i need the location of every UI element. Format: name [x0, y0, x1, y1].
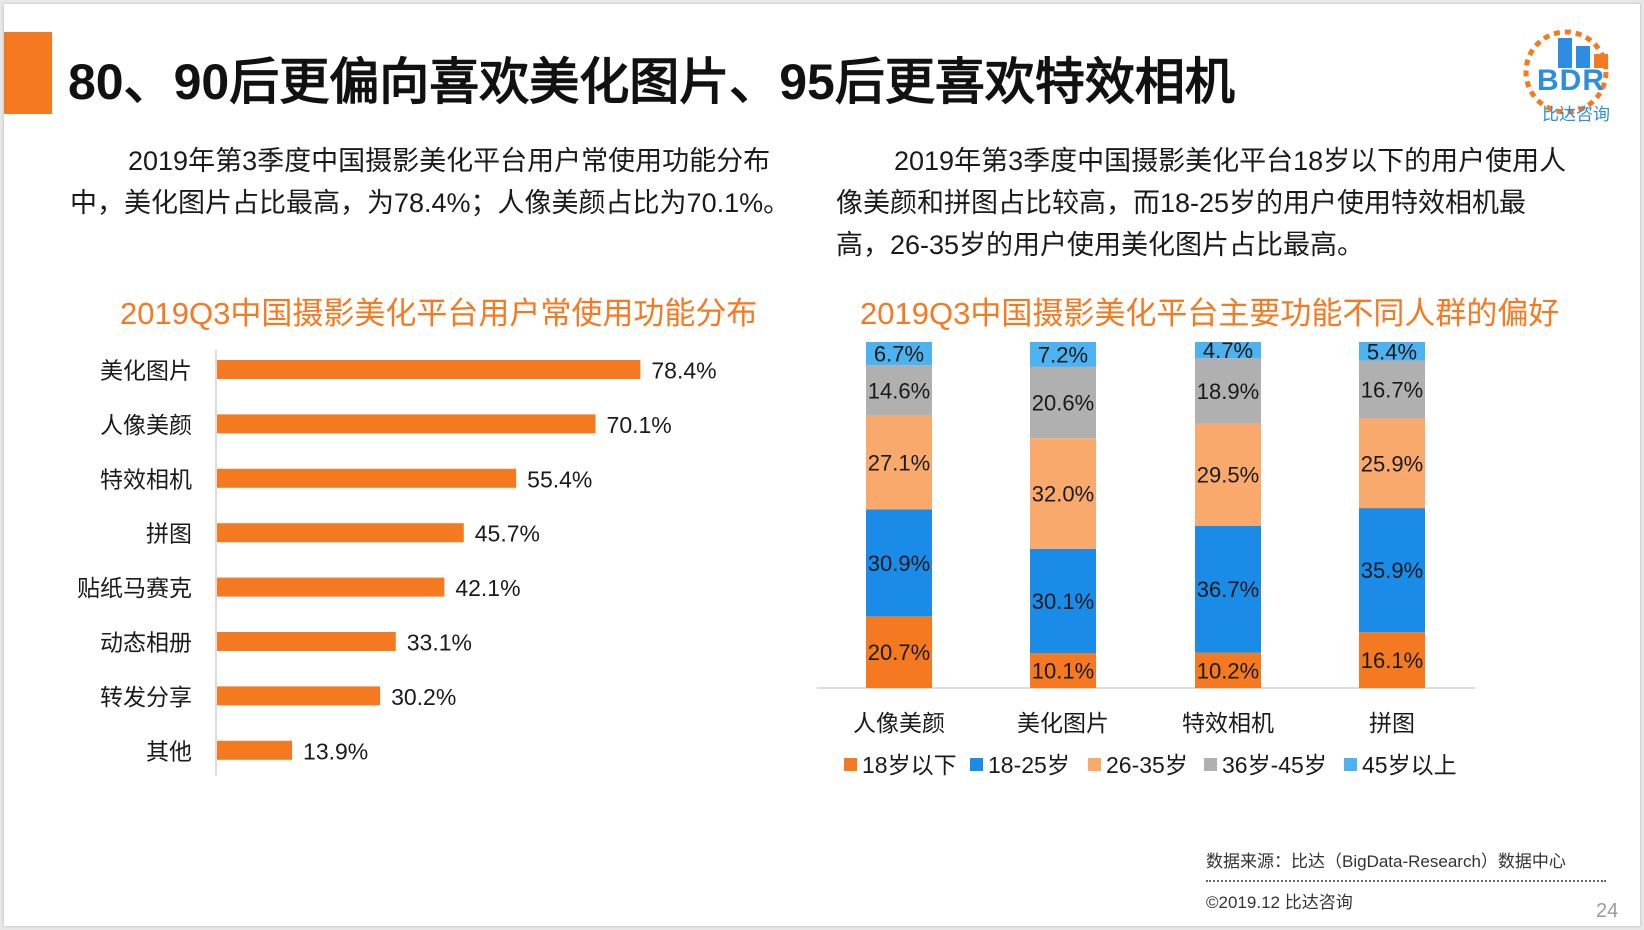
- bar-1: [217, 360, 641, 379]
- page-number: 24: [1596, 900, 1619, 922]
- bar-value-label: 70.1%: [607, 412, 672, 438]
- stack-category-label: 人像美颜: [853, 710, 945, 736]
- slide: 80、90后更偏向喜欢美化图片、95后更喜欢特效相机 BDR 比达咨询 2019…: [4, 4, 1640, 926]
- bar-category-label: 拼图: [146, 521, 192, 547]
- bar-category-label: 贴纸马赛克: [77, 575, 192, 601]
- stack-segment: [1195, 525, 1261, 653]
- logo-text: BDR: [1537, 64, 1605, 97]
- stack-segment: [1195, 358, 1261, 424]
- stack-value-label: 16.1%: [1361, 648, 1423, 673]
- stack-segment: [866, 342, 932, 366]
- bar-2: [217, 414, 596, 434]
- stack-segment: [1030, 653, 1096, 688]
- bar-5: [217, 577, 445, 597]
- stack-value-label: 35.9%: [1361, 558, 1423, 583]
- bar-category-label: 人像美颜: [100, 412, 192, 438]
- bdr-logo-icon: [1523, 29, 1609, 115]
- stack-segment: [1030, 342, 1096, 367]
- bar-category-label: 动态相册: [100, 630, 192, 656]
- bar-category-label: 特效相机: [100, 466, 192, 492]
- legend-label: 45岁以上: [1362, 752, 1457, 778]
- stack-category-label: 特效相机: [1182, 710, 1274, 736]
- stack-value-label: 30.9%: [868, 551, 930, 576]
- bar-value-label: 55.4%: [527, 466, 592, 492]
- stack-value-label: 18.9%: [1197, 379, 1259, 404]
- logo-subtitle: 比达咨询: [1542, 105, 1610, 124]
- legend-swatch: [844, 758, 857, 771]
- stack-value-label: 32.0%: [1032, 482, 1094, 507]
- bar-3: [217, 468, 517, 488]
- bar-chart-title: 2019Q3中国摄影美化平台用户常使用功能分布: [120, 296, 758, 331]
- data-source: 数据来源：比达（BigData-Research）数据中心: [1206, 852, 1566, 871]
- stack-value-label: 14.6%: [868, 378, 930, 403]
- bar-value-label: 33.1%: [407, 630, 472, 656]
- legend-label: 36岁-45岁: [1222, 752, 1327, 778]
- stack-value-label: 30.1%: [1032, 589, 1094, 614]
- stack-segment: [1359, 360, 1425, 419]
- stack-value-label: 20.6%: [1032, 391, 1094, 416]
- copyright: ©2019.12 比达咨询: [1206, 893, 1353, 912]
- page-title: 80、90后更偏向喜欢美化图片、95后更喜欢特效相机: [68, 54, 1235, 110]
- footer-divider: [1206, 880, 1606, 882]
- stack-value-label: 16.7%: [1361, 378, 1423, 403]
- stack-segment: [1359, 632, 1425, 688]
- description-right: 2019年第3季度中国摄影美化平台18岁以下的用户使用人像美颜和拼图占比较高，而…: [836, 146, 1567, 260]
- stack-segment: [1359, 508, 1425, 633]
- bar-category-label: 其他: [146, 738, 192, 764]
- bar-category-label: 美化图片: [100, 358, 192, 384]
- stack-value-label: 27.1%: [868, 451, 930, 476]
- legend-label: 26-35岁: [1106, 752, 1188, 778]
- description-left: 2019年第3季度中国摄影美化平台用户常使用功能分布中，美化图片占比最高，为78…: [70, 146, 791, 218]
- stack-segment: [866, 365, 932, 416]
- stack-category-label: 美化图片: [1017, 710, 1109, 736]
- bar-7: [217, 686, 381, 706]
- title-accent-bar: [4, 32, 52, 114]
- stack-segment: [1195, 423, 1261, 526]
- charts-canvas: 美化图片 78.4% 人像美颜 70.1% 特效相机 55.4% 拼图 45.7% 贴纸马赛克 4…: [77, 338, 1475, 778]
- legend-label: 18岁以下: [862, 752, 957, 778]
- stack-value-label: 6.7%: [874, 342, 924, 367]
- legend-swatch: [1344, 758, 1357, 771]
- stack-segment: [866, 509, 932, 617]
- stack-value-label: 5.4%: [1367, 339, 1417, 364]
- bar-value-label: 13.9%: [303, 738, 368, 764]
- bar-value-label: 45.7%: [475, 521, 540, 547]
- bar-value-label: 42.1%: [455, 575, 520, 601]
- bar-6: [217, 632, 396, 651]
- stacked-chart-title: 2019Q3中国摄影美化平台主要功能不同人群的偏好: [860, 296, 1560, 331]
- bar-value-label: 30.2%: [391, 684, 456, 710]
- stack-segment: [866, 616, 932, 688]
- bar-4: [217, 523, 464, 543]
- stack-category-label: 拼图: [1369, 710, 1415, 736]
- legend-swatch: [1204, 758, 1217, 771]
- stack-segment: [1030, 548, 1096, 654]
- stack-value-label: 20.7%: [868, 640, 930, 665]
- legend-label: 18-25岁: [988, 752, 1070, 778]
- legend-swatch: [970, 758, 983, 771]
- stack-value-label: 4.7%: [1203, 338, 1253, 363]
- stack-segment: [866, 415, 932, 510]
- stack-value-label: 7.2%: [1038, 342, 1088, 367]
- stack-segment: [1030, 366, 1096, 439]
- stack-segment: [1359, 418, 1425, 509]
- bar-8: [217, 740, 293, 760]
- bar-category-label: 转发分享: [100, 684, 192, 710]
- legend-swatch: [1088, 758, 1101, 771]
- stack-segment: [1030, 438, 1096, 549]
- stack-segment: [1359, 342, 1425, 361]
- stack-value-label: 10.2%: [1197, 658, 1259, 683]
- stack-value-label: 10.1%: [1032, 659, 1094, 684]
- stack-value-label: 25.9%: [1361, 451, 1423, 476]
- bar-value-label: 78.4%: [651, 358, 716, 384]
- stack-segment: [1195, 342, 1261, 359]
- stack-value-label: 36.7%: [1197, 577, 1259, 602]
- stack-segment: [1195, 652, 1261, 688]
- stack-value-label: 29.5%: [1197, 463, 1259, 488]
